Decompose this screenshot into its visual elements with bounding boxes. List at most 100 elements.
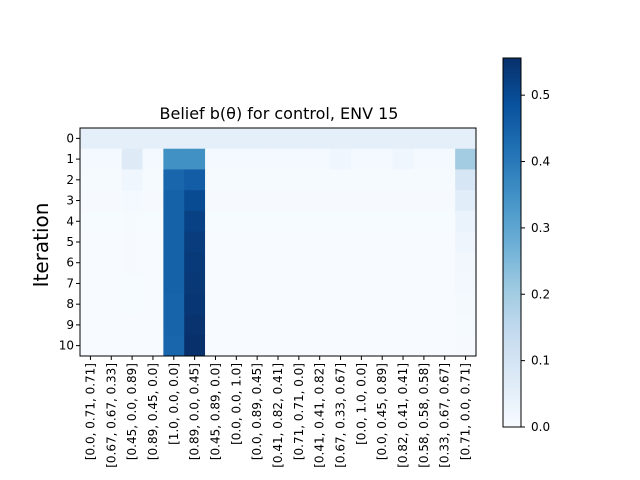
heatmap-cell [309, 190, 331, 212]
heatmap-cell [80, 231, 102, 253]
heatmap-cell [100, 273, 123, 295]
x-tick-label: [0.0, 0.45, 0.89] [375, 363, 389, 460]
heatmap-cell [350, 314, 373, 336]
heatmap-cell [121, 231, 143, 253]
heatmap-cell [434, 231, 456, 253]
heatmap-cell [205, 128, 227, 150]
heatmap-cell [225, 252, 248, 274]
heatmap-cell [121, 335, 143, 357]
heatmap-cell [205, 314, 227, 336]
heatmap-cell [455, 293, 477, 315]
heatmap-cell [142, 252, 164, 274]
heatmap-cell [225, 335, 248, 357]
heatmap-cell [392, 210, 414, 233]
heatmap-cell [455, 231, 477, 253]
heatmap-cell [371, 293, 394, 315]
heatmap-cell [100, 314, 123, 336]
heatmap-cell [350, 293, 373, 315]
heatmap-cell [288, 273, 310, 295]
heatmap-cell [142, 210, 164, 233]
x-tick-label: [0.82, 0.41, 0.41] [396, 363, 410, 468]
heatmap-cell [434, 190, 456, 212]
colorbar-tick-label: 0.5 [531, 88, 550, 102]
heatmap-cell [434, 210, 456, 233]
x-tick-label: [0.67, 0.33, 0.67] [334, 363, 348, 468]
chart-title: Belief b(θ) for control, ENV 15 [160, 104, 399, 123]
colorbar-tick-label: 0.3 [531, 221, 550, 235]
heatmap-cell [413, 128, 435, 150]
heatmap-cell [350, 231, 373, 253]
heatmap-cell [455, 335, 477, 357]
heatmap-cell [225, 231, 248, 253]
heatmap-cell [371, 210, 394, 233]
heatmap-cell [80, 148, 102, 170]
heatmap-cell [413, 273, 435, 295]
heatmap-cell [434, 169, 456, 191]
heatmap-cell [309, 210, 331, 233]
heatmap-cell [434, 293, 456, 315]
heatmap-cell [225, 169, 248, 191]
heatmap-cell [434, 252, 456, 274]
heatmap-cell [309, 335, 331, 357]
x-tick-label: [0.89, 0.0, 0.45] [188, 363, 202, 460]
heatmap-cell [413, 293, 435, 315]
heatmap-cell [392, 190, 414, 212]
heatmap-cell [121, 252, 143, 274]
heatmap-cell [288, 169, 310, 191]
heatmap-cell [288, 148, 310, 170]
x-tick-label: [0.89, 0.45, 0.0] [146, 363, 160, 460]
heatmap-cell [309, 231, 331, 253]
heatmap-cell [330, 210, 352, 233]
x-tick-label: [0.33, 0.67, 0.67] [438, 363, 452, 468]
heatmap-cell [142, 231, 164, 253]
heatmap-cell [163, 210, 185, 233]
x-tick-label: [0.67, 0.67, 0.33] [104, 363, 118, 468]
x-tick-label: [0.41, 0.82, 0.41] [271, 363, 285, 468]
heatmap-cell [184, 293, 206, 315]
y-axis-ticks: 0 1 2 3 4 5 6 7 8 9 10 [59, 131, 80, 353]
heatmap-cell [246, 128, 268, 150]
x-tick-label: [1.0, 0.0, 0.0] [167, 363, 181, 445]
heatmap-cell [142, 148, 164, 170]
heatmap-cell [184, 314, 206, 336]
heatmap-cell [225, 273, 248, 295]
heatmap-cell [288, 210, 310, 233]
heatmap-cell [350, 252, 373, 274]
heatmap-cell [392, 231, 414, 253]
heatmap-cell [392, 252, 414, 274]
heatmap-cell [205, 169, 227, 191]
heatmap-cell [309, 128, 331, 150]
heatmap-cell [163, 231, 185, 253]
heatmap-cell [330, 273, 352, 295]
heatmap-cell [267, 335, 289, 357]
heatmap-cell [309, 314, 331, 336]
heatmap-cell [267, 190, 289, 212]
heatmap-cell [205, 335, 227, 357]
heatmap-cell [350, 128, 373, 150]
heatmap-cell [184, 273, 206, 295]
heatmap-cell [100, 128, 123, 150]
colorbar-tick-label: 0.4 [531, 155, 550, 169]
heatmap-cell [350, 148, 373, 170]
heatmap-cell [225, 314, 248, 336]
heatmap-cell [142, 314, 164, 336]
heatmap-cell [267, 231, 289, 253]
heatmap-cell [413, 335, 435, 357]
heatmap-cell [413, 210, 435, 233]
heatmap-cell [392, 128, 414, 150]
heatmap-cell [330, 252, 352, 274]
heatmap-cell [267, 210, 289, 233]
heatmap-cell [267, 273, 289, 295]
heatmap-cell [142, 169, 164, 191]
heatmap-cell [121, 293, 143, 315]
colorbar-tick-label: 0.2 [531, 287, 550, 301]
x-tick-label: [0.58, 0.58, 0.58] [417, 363, 431, 468]
heatmap-cell [100, 252, 123, 274]
heatmap-cell [225, 293, 248, 315]
heatmap-cell [100, 169, 123, 191]
heatmap-cell [246, 293, 268, 315]
y-tick-label: 0 [66, 131, 74, 145]
colorbar-ticks: 0.0 0.1 0.2 0.3 0.4 0.5 [521, 88, 550, 434]
heatmap-cell [80, 335, 102, 357]
heatmap-cell [80, 252, 102, 274]
